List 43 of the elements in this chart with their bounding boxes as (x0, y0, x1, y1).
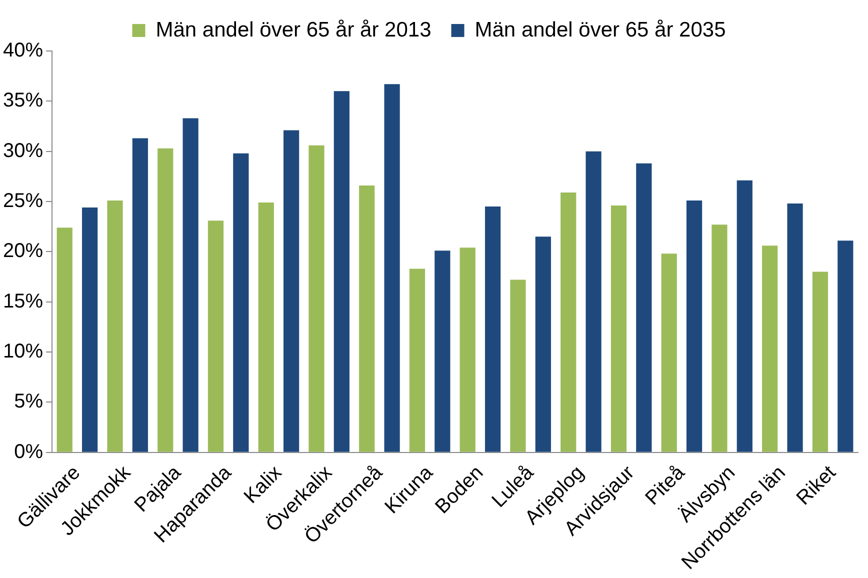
bar (107, 200, 123, 452)
bar (586, 151, 602, 452)
bar (510, 280, 526, 452)
y-tick-label: 15% (3, 290, 44, 312)
bar (258, 202, 274, 452)
y-tick-label: 0% (14, 440, 44, 463)
bar (132, 138, 148, 452)
y-tick-label: 35% (3, 90, 44, 112)
bar (283, 130, 300, 452)
y-tick-label: 25% (3, 190, 44, 212)
bar (182, 118, 198, 452)
bar (636, 163, 652, 452)
legend-label: Män andel över 65 år år 2013 (156, 18, 432, 42)
bar (787, 204, 803, 452)
bar (460, 248, 476, 452)
bar (812, 272, 828, 452)
bar (560, 192, 576, 452)
bar (661, 254, 677, 452)
bar (712, 224, 728, 452)
bar (56, 228, 72, 452)
bar (762, 246, 778, 452)
bar (838, 240, 854, 452)
bar (535, 236, 551, 452)
bar (208, 220, 224, 452)
bar (82, 208, 98, 452)
y-tick-label: 20% (3, 240, 44, 262)
y-tick-label: 5% (14, 390, 44, 413)
y-tick-label: 40% (3, 40, 44, 62)
bar (610, 206, 627, 452)
y-tick-label: 10% (3, 340, 44, 363)
bar (484, 206, 501, 452)
bar (686, 200, 702, 452)
bar (409, 268, 426, 452)
bar (233, 153, 249, 452)
bar (384, 84, 400, 452)
bar (158, 148, 174, 452)
bar (359, 185, 375, 452)
bar (308, 145, 324, 452)
legend-label: Män andel över 65 år 2035 (474, 18, 726, 42)
bar (434, 250, 450, 452)
bar (736, 180, 752, 452)
y-tick-label: 30% (3, 140, 44, 162)
bar (334, 91, 350, 452)
